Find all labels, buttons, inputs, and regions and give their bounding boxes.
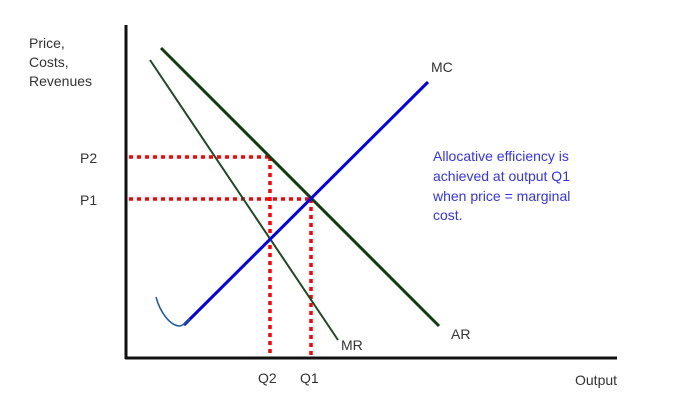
y-label-1: Price, xyxy=(29,35,65,51)
x-axis-label: Output xyxy=(575,372,617,388)
ar-line xyxy=(159,46,441,328)
mr-label: MR xyxy=(341,337,363,353)
mr-line xyxy=(149,59,339,341)
guide-lines xyxy=(129,155,313,356)
q2-label: Q2 xyxy=(258,370,277,386)
note-line-4: cost. xyxy=(433,207,463,223)
y-label-2: Costs, xyxy=(29,54,69,70)
p2-label: P2 xyxy=(80,150,97,166)
ar-label: AR xyxy=(451,326,470,342)
note-line-2: achieved at output Q1 xyxy=(433,168,570,184)
mc-label: MC xyxy=(431,59,453,75)
note-line-1: Allocative efficiency is xyxy=(433,148,569,164)
hand-drawn-mark xyxy=(155,296,191,327)
mc-line xyxy=(182,80,430,327)
note-line-3: when price = marginal xyxy=(432,188,570,204)
p1-label: P1 xyxy=(80,192,97,208)
y-label-3: Revenues xyxy=(29,73,92,89)
q1-label: Q1 xyxy=(300,370,319,386)
